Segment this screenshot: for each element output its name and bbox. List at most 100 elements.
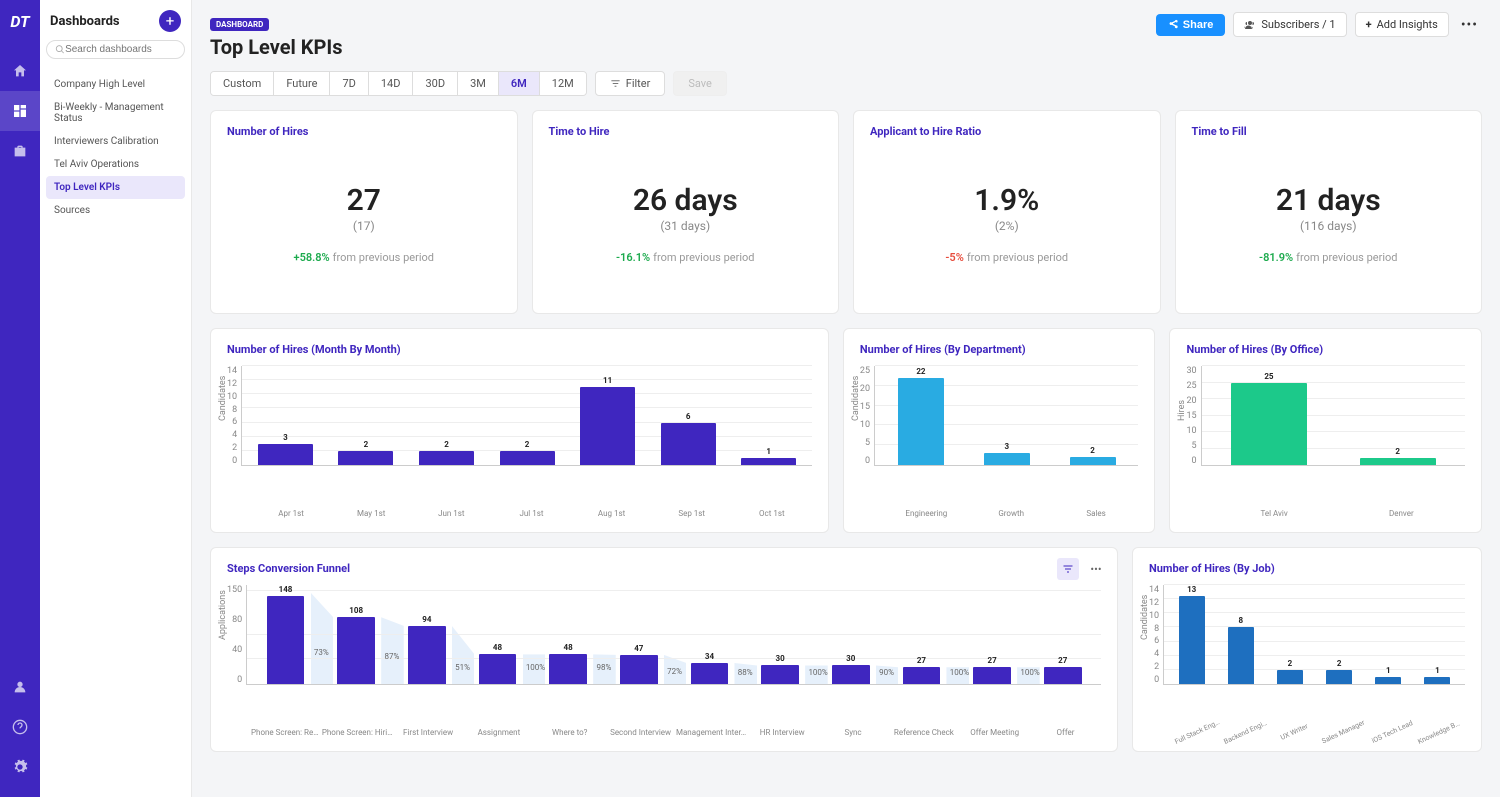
nav-briefcase-icon[interactable] — [0, 131, 40, 171]
bar-value-label: 22 — [916, 367, 925, 376]
range-segment[interactable]: Future — [274, 72, 330, 95]
funnel-percent: 100% — [526, 663, 545, 672]
kpi-title: Applicant to Hire Ratio — [870, 125, 1144, 138]
range-segment[interactable]: 12M — [540, 72, 586, 95]
nav-settings-icon[interactable] — [0, 747, 40, 787]
bar-value-label: 108 — [349, 606, 363, 615]
nav-help-icon[interactable] — [0, 707, 40, 747]
bar-value-label: 27 — [917, 656, 926, 665]
bar[interactable] — [1070, 457, 1116, 465]
x-tick: Offer — [1030, 728, 1101, 737]
bar[interactable] — [337, 617, 375, 684]
y-tick: 25 — [1186, 381, 1196, 391]
filter-button[interactable]: Filter — [595, 71, 666, 96]
search-input-wrapper[interactable] — [46, 40, 185, 59]
range-segment[interactable]: 7D — [330, 72, 368, 95]
y-tick: 20 — [1186, 396, 1196, 406]
bar[interactable] — [479, 654, 517, 684]
range-segment[interactable]: Custom — [211, 72, 274, 95]
sidebar-item[interactable]: Interviewers Calibration — [46, 130, 185, 153]
bar[interactable] — [620, 655, 658, 684]
save-button: Save — [673, 71, 727, 96]
bar[interactable] — [267, 596, 305, 684]
range-segment[interactable]: 14D — [369, 72, 414, 95]
nav-home-icon[interactable] — [0, 51, 40, 91]
nav-adduser-icon[interactable] — [0, 667, 40, 707]
y-tick: 10 — [1149, 611, 1159, 621]
chart-more-icon[interactable]: ••• — [1085, 558, 1107, 580]
y-tick: 15 — [1186, 411, 1196, 421]
search-input[interactable] — [65, 44, 176, 55]
bar[interactable] — [500, 451, 555, 465]
bar[interactable] — [580, 387, 635, 465]
range-segment[interactable]: 3M — [458, 72, 499, 95]
y-tick: 20 — [860, 384, 870, 394]
funnel-percent: 100% — [950, 668, 969, 677]
bar[interactable] — [973, 667, 1011, 684]
x-tick: Sync — [818, 728, 889, 737]
x-tick: Growth — [969, 509, 1054, 518]
bar[interactable] — [1424, 677, 1450, 684]
bar[interactable] — [903, 667, 941, 684]
sidebar-item[interactable]: Top Level KPIs — [46, 176, 185, 199]
funnel-percent: 100% — [808, 668, 827, 677]
bar-value-label: 30 — [776, 654, 785, 663]
bar-value-label: 48 — [493, 643, 502, 652]
bar[interactable] — [1044, 667, 1082, 684]
bar-value-label: 1 — [766, 447, 771, 456]
more-menu-icon[interactable]: ••• — [1457, 13, 1482, 37]
nav-dashboard-icon[interactable] — [0, 91, 40, 131]
filter-icon — [610, 78, 621, 89]
bar-value-label: 2 — [1395, 447, 1400, 456]
range-segment[interactable]: 30D — [413, 72, 458, 95]
chart-filter-icon[interactable] — [1057, 558, 1079, 580]
bar[interactable] — [1179, 596, 1205, 684]
bar[interactable] — [898, 378, 944, 465]
bar[interactable] — [761, 665, 799, 684]
kpi-delta: -16.1%from previous period — [549, 251, 823, 264]
y-tick: 10 — [1186, 426, 1196, 436]
bar[interactable] — [832, 665, 870, 684]
bar[interactable] — [741, 458, 796, 465]
bar[interactable] — [984, 453, 1030, 465]
bar[interactable] — [1228, 627, 1254, 684]
bar[interactable] — [1231, 383, 1307, 466]
add-dashboard-button[interactable]: + — [159, 10, 181, 32]
sidebar-item[interactable]: Sources — [46, 199, 185, 222]
bar[interactable] — [408, 626, 446, 684]
y-tick: 0 — [232, 456, 237, 466]
sidebar-item[interactable]: Bi-Weekly - Management Status — [46, 96, 185, 130]
x-tick: Phone Screen: Hiri... — [322, 728, 393, 737]
bar[interactable] — [661, 423, 716, 465]
x-tick: Tel Aviv — [1210, 509, 1337, 518]
bar[interactable] — [549, 654, 587, 684]
bar-value-label: 34 — [705, 652, 714, 661]
x-tick: Jul 1st — [491, 509, 571, 518]
bar-value-label: 2 — [1288, 659, 1293, 668]
funnel-percent: 100% — [1020, 668, 1039, 677]
x-tick: Where to? — [534, 728, 605, 737]
y-axis-label: Candidates — [851, 376, 861, 421]
bar[interactable] — [1360, 458, 1436, 465]
bar[interactable] — [691, 663, 729, 684]
bar-value-label: 94 — [422, 615, 431, 624]
add-insights-button[interactable]: +Add Insights — [1355, 12, 1449, 37]
subscribers-button[interactable]: Subscribers / 1 — [1233, 12, 1346, 37]
y-axis-label: Candidates — [218, 376, 228, 421]
bar[interactable] — [338, 451, 393, 465]
bar[interactable] — [1375, 677, 1401, 684]
sidebar-item[interactable]: Tel Aviv Operations — [46, 153, 185, 176]
bar[interactable] — [1277, 670, 1303, 684]
bar[interactable] — [258, 444, 313, 465]
bar[interactable] — [1326, 670, 1352, 684]
y-tick: 80 — [232, 615, 242, 625]
bar[interactable] — [419, 451, 474, 465]
funnel-percent: 98% — [596, 663, 611, 672]
y-tick: 15 — [860, 402, 870, 412]
bar-value-label: 2 — [444, 440, 449, 449]
share-button[interactable]: Share — [1156, 14, 1226, 36]
range-segment[interactable]: 6M — [499, 72, 540, 95]
bar-value-label: 47 — [634, 644, 643, 653]
sidebar-item[interactable]: Company High Level — [46, 73, 185, 96]
y-tick: 150 — [227, 585, 242, 595]
